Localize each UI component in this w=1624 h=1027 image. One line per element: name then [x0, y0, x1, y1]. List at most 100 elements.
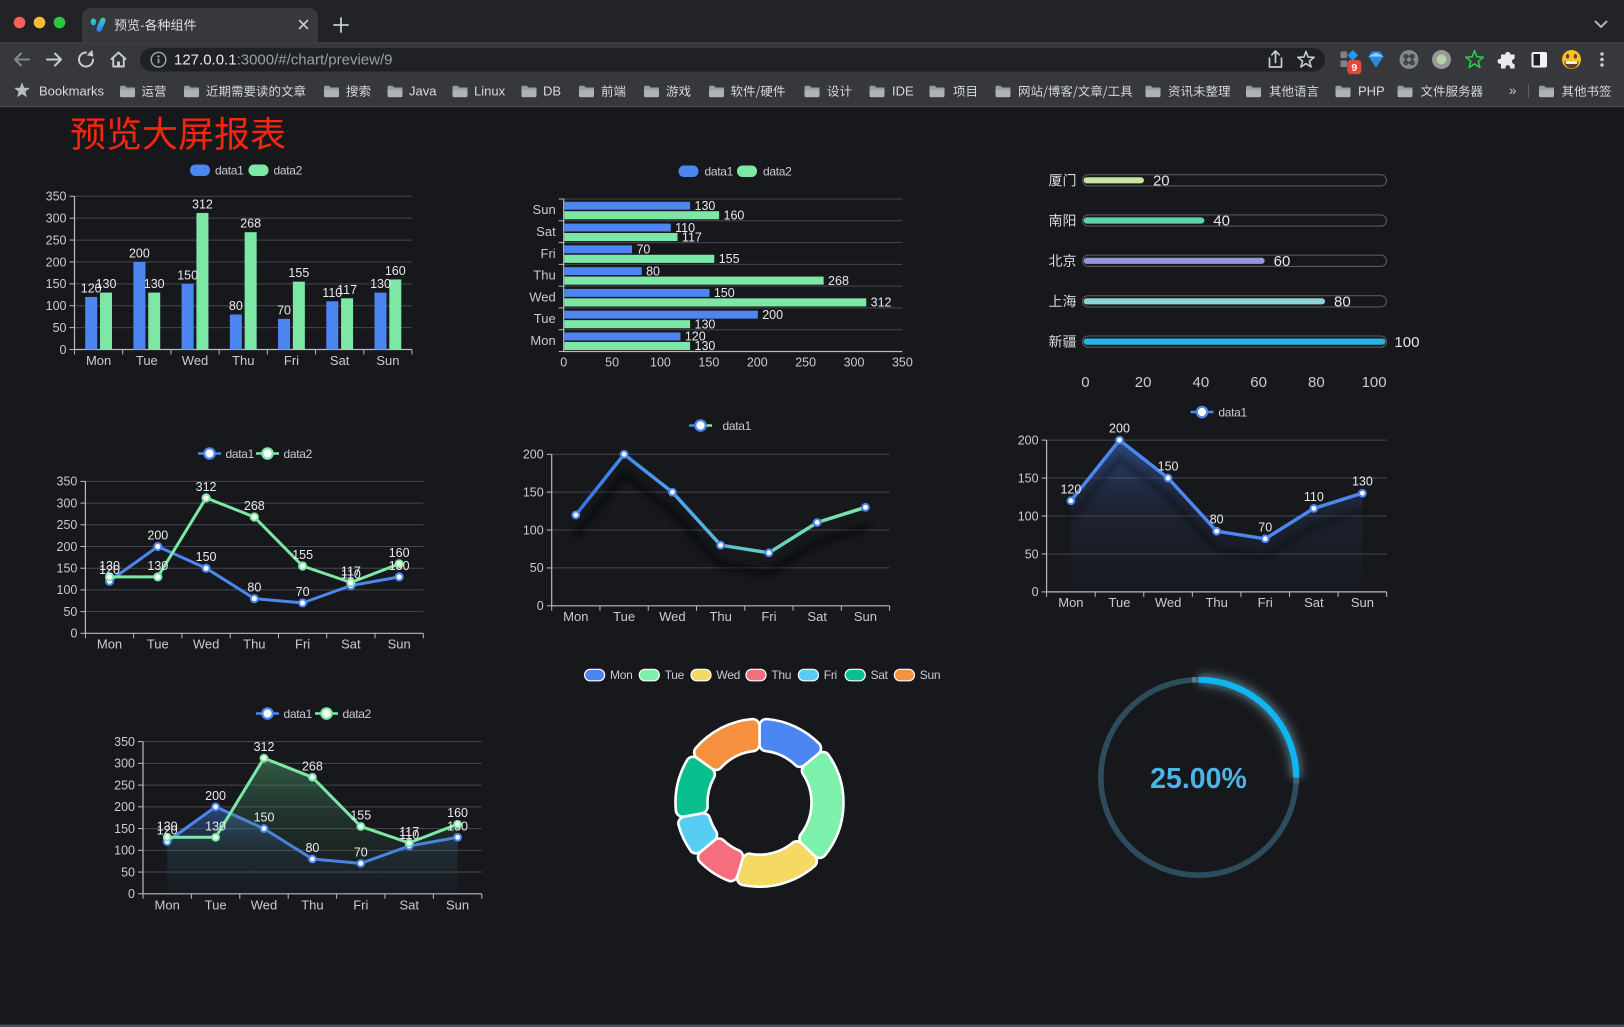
- svg-text:117: 117: [682, 230, 702, 244]
- svg-text:Wed: Wed: [193, 637, 220, 652]
- svg-text:200: 200: [1109, 422, 1130, 436]
- svg-text:Mon: Mon: [97, 637, 122, 652]
- svg-text:250: 250: [114, 778, 135, 792]
- svg-text:130: 130: [99, 559, 120, 573]
- svg-text:200: 200: [523, 448, 544, 462]
- svg-text:155: 155: [350, 808, 371, 822]
- svg-text:160: 160: [389, 546, 410, 560]
- svg-text:Wed: Wed: [659, 609, 686, 624]
- svg-text:Tue: Tue: [136, 353, 158, 368]
- svg-text:DB: DB: [543, 84, 561, 99]
- svg-text:50: 50: [605, 355, 619, 369]
- svg-text:»: »: [1509, 83, 1517, 98]
- svg-text:120: 120: [81, 281, 102, 295]
- svg-text:80: 80: [646, 264, 660, 278]
- svg-text:312: 312: [192, 197, 213, 211]
- svg-text:Linux: Linux: [474, 84, 506, 99]
- svg-text:312: 312: [254, 740, 275, 754]
- svg-text:130: 130: [147, 559, 168, 573]
- svg-text:Fri: Fri: [541, 246, 556, 261]
- svg-text:110: 110: [675, 221, 695, 235]
- svg-text:130: 130: [695, 339, 716, 353]
- svg-text:160: 160: [724, 209, 745, 223]
- svg-text:200: 200: [205, 789, 226, 803]
- svg-text:300: 300: [114, 757, 135, 771]
- svg-text:Tue: Tue: [205, 897, 227, 912]
- svg-text:130: 130: [157, 819, 178, 833]
- svg-text:150: 150: [114, 822, 135, 836]
- svg-text:160: 160: [447, 806, 468, 820]
- svg-text:268: 268: [828, 274, 849, 288]
- svg-text:0: 0: [537, 599, 544, 613]
- svg-text:Wed: Wed: [1155, 595, 1182, 610]
- svg-text:100: 100: [57, 583, 78, 597]
- svg-text:200: 200: [114, 800, 135, 814]
- svg-text:200: 200: [762, 308, 783, 322]
- svg-text:200: 200: [147, 529, 168, 543]
- svg-text:Tue: Tue: [613, 609, 635, 624]
- svg-text:60: 60: [1274, 253, 1291, 270]
- svg-text:350: 350: [46, 190, 67, 204]
- svg-text:120: 120: [1060, 482, 1081, 496]
- svg-text:25.00%: 25.00%: [1150, 763, 1247, 795]
- svg-text:Thu: Thu: [232, 353, 254, 368]
- svg-text:268: 268: [302, 759, 323, 773]
- svg-text:PHP: PHP: [1358, 84, 1385, 99]
- svg-text:130: 130: [695, 317, 716, 331]
- svg-text:Fri: Fri: [295, 637, 310, 652]
- svg-text:Wed: Wed: [251, 897, 278, 912]
- svg-text:Sun: Sun: [533, 202, 556, 217]
- svg-text:Mon: Mon: [610, 668, 632, 682]
- svg-text:Mon: Mon: [86, 353, 111, 368]
- svg-text:150: 150: [177, 268, 198, 282]
- svg-text:80: 80: [247, 581, 261, 595]
- svg-text:0: 0: [1032, 585, 1039, 599]
- svg-text:100: 100: [46, 299, 67, 313]
- svg-text:80: 80: [1210, 513, 1224, 527]
- svg-text:Sat: Sat: [1304, 595, 1324, 610]
- svg-text:150: 150: [698, 355, 719, 369]
- svg-text:Tue: Tue: [665, 668, 685, 682]
- svg-text:60: 60: [1250, 374, 1267, 391]
- svg-text:Thu: Thu: [533, 268, 555, 283]
- svg-text:70: 70: [296, 585, 310, 599]
- svg-text:155: 155: [288, 266, 309, 280]
- svg-text:130: 130: [389, 559, 410, 573]
- svg-text:50: 50: [121, 865, 135, 879]
- svg-text:160: 160: [385, 264, 406, 278]
- svg-text:155: 155: [719, 252, 740, 266]
- svg-text:Wed: Wed: [529, 289, 556, 304]
- svg-text:Sat: Sat: [536, 224, 556, 239]
- svg-text:150: 150: [1158, 460, 1179, 474]
- svg-text:Thu: Thu: [771, 668, 791, 682]
- svg-text:data2: data2: [343, 707, 372, 721]
- svg-text:70: 70: [636, 243, 650, 257]
- svg-text:data1: data1: [723, 419, 752, 433]
- svg-text:Sun: Sun: [446, 897, 469, 912]
- svg-text:250: 250: [46, 233, 67, 247]
- svg-text:80: 80: [305, 841, 319, 855]
- svg-text:155: 155: [292, 548, 313, 562]
- svg-text:Tue: Tue: [1109, 595, 1131, 610]
- svg-text:Thu: Thu: [301, 897, 323, 912]
- svg-text:data1: data1: [1218, 405, 1247, 419]
- svg-text:Fri: Fri: [353, 897, 368, 912]
- svg-text:350: 350: [892, 355, 913, 369]
- svg-text:20: 20: [1153, 173, 1170, 190]
- svg-text:Java: Java: [409, 84, 437, 99]
- svg-text:80: 80: [1334, 294, 1351, 311]
- svg-text:200: 200: [747, 355, 768, 369]
- svg-text:70: 70: [277, 303, 291, 317]
- svg-text:50: 50: [63, 605, 77, 619]
- svg-text:312: 312: [871, 296, 892, 310]
- svg-text:Thu: Thu: [243, 637, 265, 652]
- svg-text:200: 200: [1018, 433, 1039, 447]
- svg-text:150: 150: [714, 286, 735, 300]
- svg-text:Mon: Mon: [1058, 595, 1083, 610]
- svg-text:268: 268: [244, 499, 265, 513]
- svg-text:130: 130: [144, 277, 165, 291]
- svg-text:Fri: Fri: [761, 609, 776, 624]
- svg-text:130: 130: [447, 819, 468, 833]
- svg-text:250: 250: [795, 355, 816, 369]
- svg-text:Sat: Sat: [807, 609, 827, 624]
